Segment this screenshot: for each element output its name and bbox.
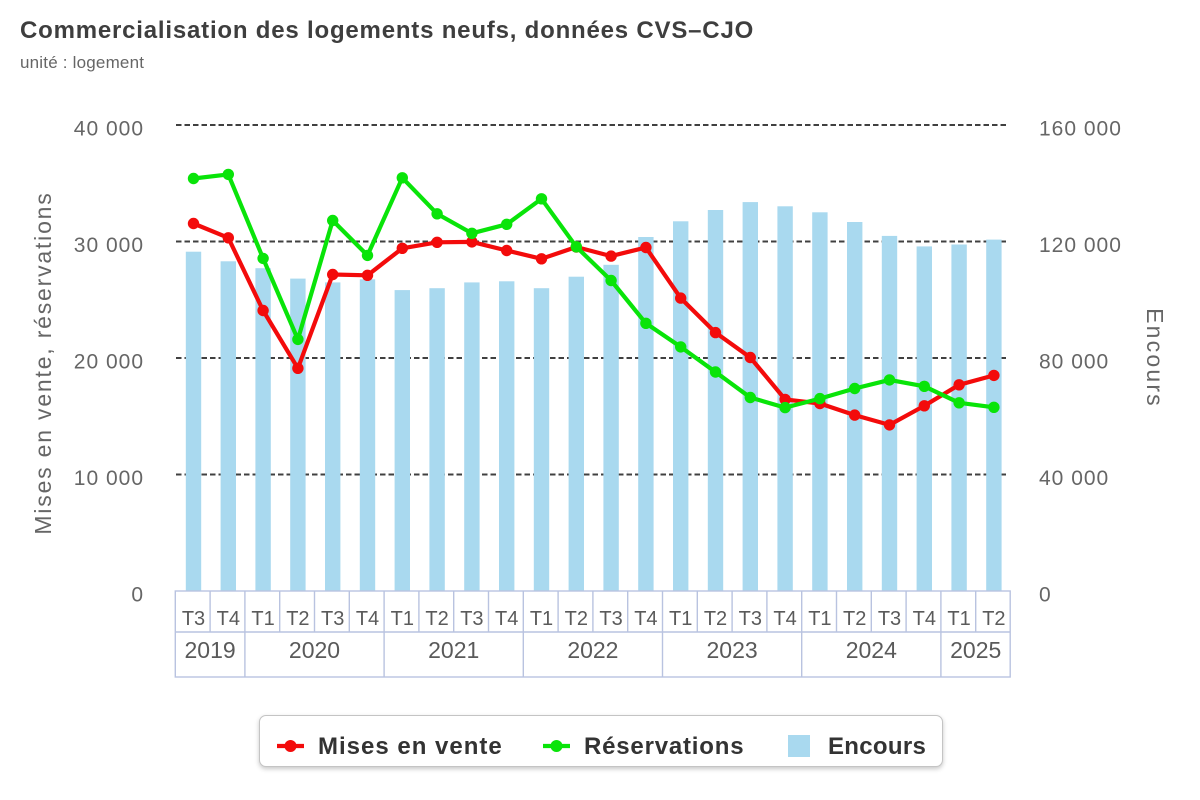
svg-text:T4: T4 [634, 608, 657, 630]
svg-text:T3: T3 [321, 608, 344, 630]
svg-text:T1: T1 [669, 608, 692, 630]
svg-text:Mises en vente, réservations: Mises en vente, réservations [30, 191, 56, 534]
svg-text:2019: 2019 [185, 637, 236, 663]
svg-text:T2: T2 [704, 608, 727, 630]
svg-text:2020: 2020 [289, 637, 340, 663]
svg-text:40 000: 40 000 [1039, 467, 1109, 490]
svg-text:0: 0 [131, 584, 144, 607]
svg-text:T1: T1 [530, 608, 553, 630]
svg-text:30 000: 30 000 [74, 234, 144, 257]
svg-text:T4: T4 [217, 608, 240, 630]
svg-text:120 000: 120 000 [1039, 234, 1122, 257]
svg-text:T1: T1 [251, 608, 274, 630]
svg-text:0: 0 [1039, 584, 1052, 607]
svg-text:20 000: 20 000 [74, 351, 144, 374]
svg-text:T1: T1 [808, 608, 831, 630]
svg-text:T2: T2 [565, 608, 588, 630]
svg-text:T4: T4 [773, 608, 796, 630]
svg-text:T3: T3 [460, 608, 483, 630]
svg-text:80 000: 80 000 [1039, 351, 1109, 374]
svg-text:T3: T3 [739, 608, 762, 630]
svg-text:2022: 2022 [567, 637, 618, 663]
svg-text:2025: 2025 [950, 637, 1001, 663]
svg-text:2023: 2023 [707, 637, 758, 663]
svg-text:2024: 2024 [846, 637, 897, 663]
svg-text:160 000: 160 000 [1039, 118, 1122, 141]
svg-text:Mises en vente: Mises en vente [318, 733, 503, 760]
svg-text:T2: T2 [425, 608, 448, 630]
svg-text:T2: T2 [286, 608, 309, 630]
svg-text:Encours: Encours [828, 733, 926, 760]
svg-text:2021: 2021 [428, 637, 479, 663]
svg-text:T3: T3 [878, 608, 901, 630]
svg-text:40 000: 40 000 [74, 118, 144, 141]
svg-text:T4: T4 [356, 608, 379, 630]
svg-text:T2: T2 [843, 608, 866, 630]
svg-text:10 000: 10 000 [74, 467, 144, 490]
svg-text:T3: T3 [182, 608, 205, 630]
svg-text:T1: T1 [947, 608, 970, 630]
svg-text:T4: T4 [495, 608, 518, 630]
svg-text:T1: T1 [391, 608, 414, 630]
svg-text:Encours: Encours [1142, 308, 1168, 408]
svg-text:T2: T2 [982, 608, 1005, 630]
svg-text:T3: T3 [599, 608, 622, 630]
svg-text:T4: T4 [913, 608, 936, 630]
svg-text:Réservations: Réservations [584, 733, 744, 760]
